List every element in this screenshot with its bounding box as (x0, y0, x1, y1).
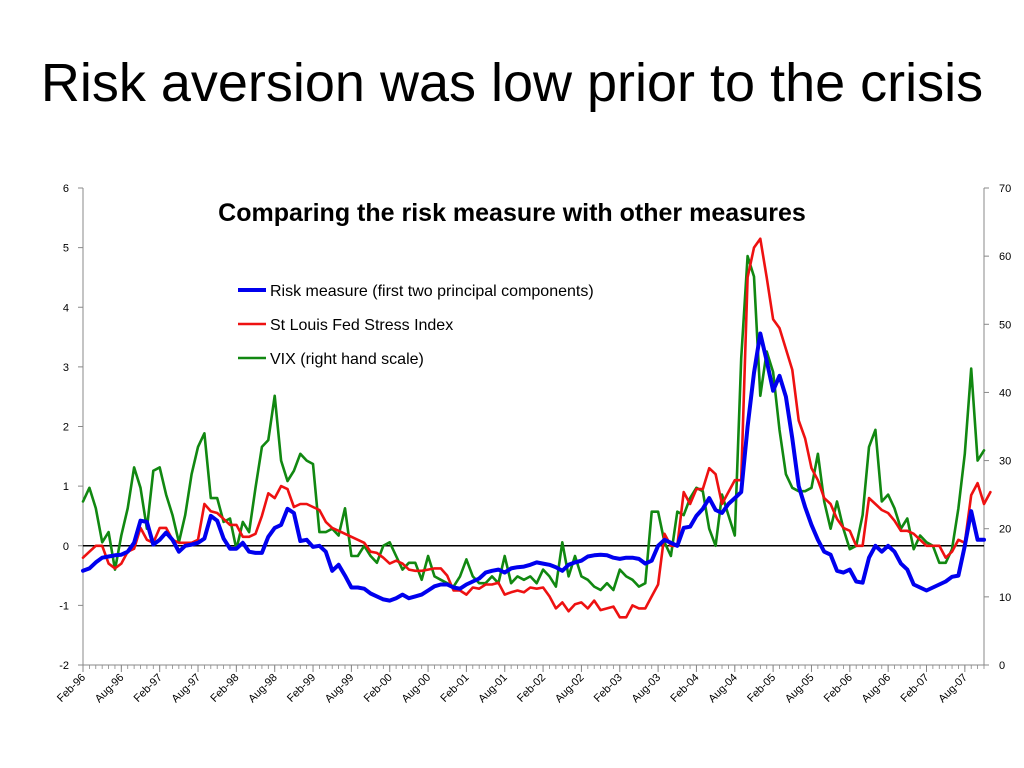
x-tick-label: Aug-96 (93, 672, 127, 706)
x-tick-label: Feb-05 (745, 672, 778, 705)
x-tick-label: Feb-99 (285, 672, 318, 705)
legend-label-stl: St Louis Fed Stress Index (270, 317, 453, 334)
left-y-tick-label: 3 (63, 362, 69, 374)
x-tick-label: Feb-96 (55, 672, 88, 705)
x-tick-label: Feb-97 (132, 672, 165, 705)
right-y-tick-label: 30 (999, 456, 1011, 468)
x-tick-label: Aug-05 (783, 672, 817, 706)
legend-label-vix: VIX (right hand scale) (270, 351, 424, 368)
chart-series-lines (81, 237, 992, 619)
x-tick-label: Aug-07 (936, 672, 970, 706)
x-tick-label: Aug-97 (170, 672, 204, 706)
series-line-risk (81, 331, 986, 603)
left-y-tick-label: -1 (59, 600, 69, 612)
left-y-tick-label: 2 (63, 422, 69, 434)
slide-title: Risk aversion was low prior to the crisi… (40, 53, 984, 113)
x-tick-label: Aug-04 (706, 672, 740, 706)
x-tick-label: Feb-04 (668, 672, 701, 705)
left-y-tick-label: -2 (59, 660, 69, 672)
right-y-tick-label: 50 (999, 319, 1011, 331)
x-tick-label: Aug-01 (476, 672, 510, 706)
x-tick-label: Feb-06 (822, 672, 855, 705)
x-tick-label: Feb-03 (592, 672, 625, 705)
right-y-tick-label: 60 (999, 251, 1011, 263)
left-y-tick-label: 0 (63, 541, 69, 553)
x-tick-label: Aug-00 (400, 672, 434, 706)
right-y-tick-label: 0 (999, 660, 1005, 672)
x-tick-label: Aug-02 (553, 672, 587, 706)
left-y-tick-label: 4 (63, 302, 69, 314)
legend-label-risk: Risk measure (first two principal compon… (270, 283, 594, 300)
chart-legend: Risk measure (first two principal compon… (238, 283, 594, 368)
x-tick-label: Feb-98 (208, 672, 241, 705)
right-y-tick-label: 40 (999, 387, 1011, 399)
right-y-tick-label: 70 (999, 183, 1011, 195)
left-y-tick-label: 1 (63, 481, 69, 493)
x-tick-label: Aug-99 (323, 672, 357, 706)
left-y-tick-label: 5 (63, 243, 69, 255)
x-tick-label: Feb-01 (438, 672, 471, 705)
series-line-vix (81, 254, 986, 592)
x-tick-label: Aug-06 (860, 672, 894, 706)
left-y-tick-label: 6 (63, 183, 69, 195)
x-tick-label: Aug-03 (630, 672, 664, 706)
right-y-tick-label: 20 (999, 524, 1011, 536)
right-y-tick-label: 10 (999, 592, 1011, 604)
series-line-stl (81, 237, 992, 619)
x-tick-label: Feb-00 (362, 672, 395, 705)
x-tick-label: Aug-98 (246, 672, 280, 706)
x-tick-label: Feb-02 (515, 672, 548, 705)
x-tick-label: Feb-07 (898, 672, 931, 705)
chart-title: Comparing the risk measure with other me… (218, 199, 806, 227)
